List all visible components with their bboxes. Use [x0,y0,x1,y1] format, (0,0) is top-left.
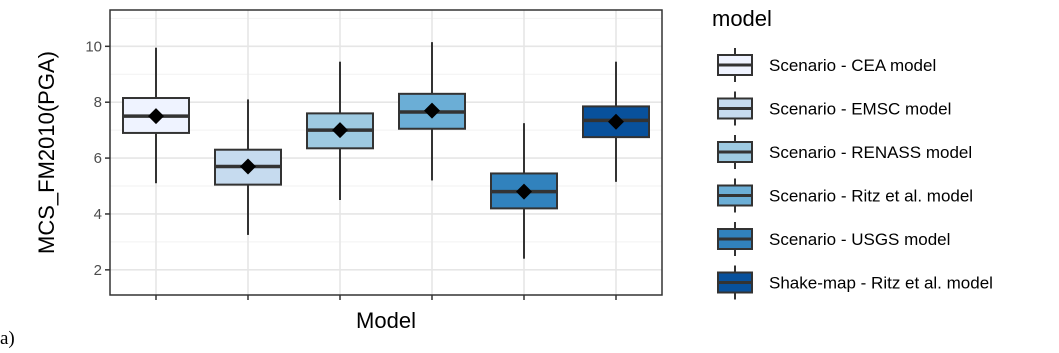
y-axis-title: MCS_FM2010(PGA) [34,51,59,254]
y-tick-label: 10 [85,38,102,55]
plot-panel-border [109,9,663,296]
box-4 [398,42,466,181]
box-6 [582,61,650,182]
mean-marker [332,122,348,139]
legend-item-1: Scenario - CEA model [717,48,936,82]
mean-marker [608,113,624,130]
box-2 [214,99,282,235]
box-5 [490,123,558,259]
y-tick-label: 2 [94,262,102,279]
legend-label: Scenario - EMSC model [769,100,951,119]
legend-title: model [712,6,772,31]
legend-item-3: Scenario - RENASS model [717,135,972,169]
legend-label: Scenario - RENASS model [769,143,972,162]
x-axis-ticks [155,295,617,300]
legend-item-4: Scenario - Ritz et al. model [717,178,973,213]
legend-item-2: Scenario - EMSC model [717,91,951,126]
grid-lines [110,10,662,295]
boxes-layer [122,42,650,259]
mean-marker [240,158,256,175]
y-tick-label: 4 [94,206,102,223]
legend-label: Scenario - Ritz et al. model [769,187,973,206]
legend-label: Shake-map - Ritz et al. model [769,274,993,293]
y-axis-ticks: 2 4 6 8 10 [85,38,110,279]
legend: Scenario - CEA model Scenario - EMSC mode… [717,48,993,300]
mean-marker [148,108,164,125]
y-tick-label: 8 [94,94,102,111]
legend-item-5: Scenario - USGS model [717,222,950,256]
x-axis-title: Model [356,308,416,333]
mean-marker [516,183,532,200]
legend-item-6: Shake-map - Ritz et al. model [717,265,993,300]
box-3 [306,61,374,200]
y-tick-label: 6 [94,150,102,167]
panel-label: a) [0,328,15,349]
mean-marker [424,102,440,119]
box-1 [122,47,190,184]
legend-label: Scenario - USGS model [769,230,950,249]
legend-label: Scenario - CEA model [769,56,936,75]
